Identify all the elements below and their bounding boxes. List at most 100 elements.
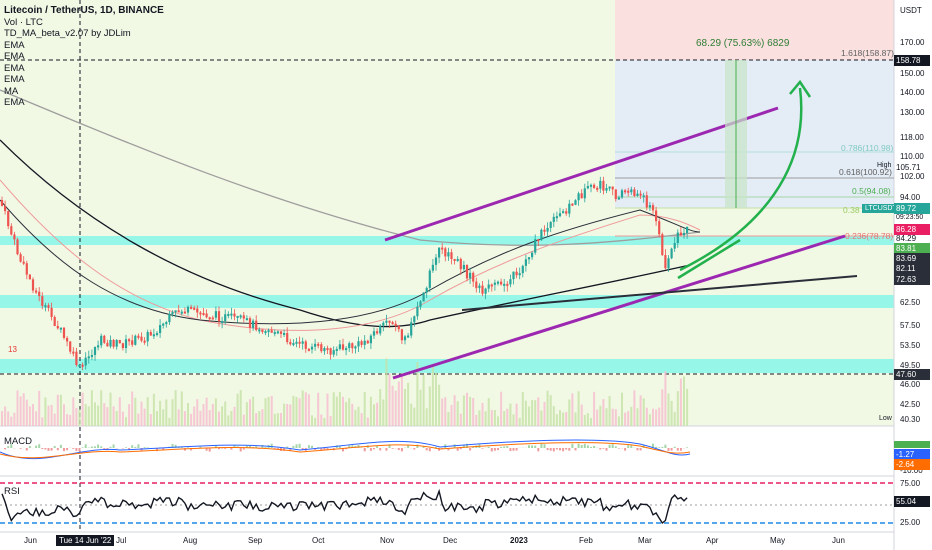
axis-tick: 40.30 bbox=[900, 415, 921, 424]
candle-body bbox=[66, 337, 69, 342]
volume-bar bbox=[518, 417, 521, 426]
macd-hist-bar bbox=[438, 448, 441, 451]
macd-hist-bar bbox=[655, 446, 658, 448]
volume-bar bbox=[400, 373, 403, 426]
candle-body bbox=[360, 341, 363, 345]
channel-lower-line[interactable] bbox=[392, 234, 846, 380]
macd-hist-bar bbox=[580, 445, 583, 448]
volume-bar bbox=[531, 400, 534, 426]
volume-bar bbox=[580, 404, 583, 426]
legend-line[interactable]: TD_MA_beta_v2.07 by JDLim bbox=[4, 28, 131, 39]
candle-body bbox=[403, 336, 407, 341]
legend-line[interactable]: EMA bbox=[4, 62, 25, 74]
macd-hist-bar bbox=[661, 446, 664, 448]
legend-line[interactable]: EMA bbox=[4, 97, 25, 108]
candle-body bbox=[149, 332, 152, 336]
volume-bar bbox=[174, 390, 177, 426]
macd-hist-bar bbox=[156, 448, 158, 452]
volume-bar bbox=[106, 407, 109, 426]
symbol-title[interactable]: Litecoin / TetherUS, 1D, BINANCE bbox=[4, 5, 164, 16]
candle-body bbox=[168, 313, 171, 323]
trend-line-grey[interactable] bbox=[461, 275, 858, 311]
volume-bar bbox=[202, 404, 205, 426]
candle-body bbox=[673, 243, 676, 249]
macd-hist-bar bbox=[462, 445, 465, 448]
candle-body bbox=[369, 335, 372, 344]
rsi-tag: 55.04 bbox=[894, 496, 930, 507]
volume-bar bbox=[69, 414, 72, 426]
candle-body bbox=[636, 193, 639, 196]
volume-bar bbox=[187, 403, 189, 426]
candle-body bbox=[13, 234, 16, 240]
volume-bar bbox=[165, 399, 168, 426]
macd-hist-bar bbox=[25, 448, 28, 451]
candle-body bbox=[416, 306, 419, 317]
candle-body bbox=[506, 283, 509, 286]
candle-body bbox=[589, 184, 593, 187]
candle-body bbox=[180, 311, 183, 314]
candle-body bbox=[515, 271, 518, 276]
macd-hist-bar bbox=[162, 448, 165, 450]
macd-hist-bar bbox=[456, 448, 459, 451]
volume-bar bbox=[255, 413, 258, 426]
candle-body bbox=[447, 252, 450, 257]
price-tag: 86.28 bbox=[894, 224, 930, 235]
volume-bar bbox=[311, 415, 313, 426]
volume-bar bbox=[444, 397, 447, 426]
candle-body bbox=[100, 335, 103, 346]
volume-bar bbox=[283, 403, 286, 426]
fib-label: 1.618(158.87) bbox=[841, 48, 894, 58]
volume-bar bbox=[252, 396, 255, 426]
arrow-short-line bbox=[677, 238, 741, 280]
candle-body bbox=[93, 346, 97, 356]
volume-bar bbox=[267, 396, 270, 426]
volume-bar bbox=[559, 410, 561, 426]
volume-bar bbox=[13, 412, 16, 426]
macd-hist-bar bbox=[543, 444, 546, 448]
axis-tick: 53.50 bbox=[900, 341, 921, 350]
volume-bar bbox=[652, 408, 654, 426]
volume-bar bbox=[614, 409, 617, 426]
candle-body bbox=[109, 339, 112, 347]
candle-body bbox=[190, 306, 193, 309]
candle-body bbox=[555, 216, 558, 219]
candle-body bbox=[583, 188, 586, 199]
candle-body bbox=[642, 195, 645, 198]
candle-body bbox=[0, 200, 4, 206]
macd-hist-bar bbox=[497, 448, 499, 451]
legend-line[interactable]: EMA bbox=[4, 39, 25, 51]
legend-line[interactable]: Vol · LTC bbox=[4, 16, 43, 28]
macd-hist-bar bbox=[416, 444, 419, 448]
candle-body bbox=[345, 348, 348, 351]
macd-hist-bar bbox=[4, 448, 7, 450]
channel-upper-line[interactable] bbox=[384, 106, 779, 242]
macd-hist-bar bbox=[639, 448, 642, 451]
volume-bar bbox=[338, 391, 341, 426]
macd-hist-bar bbox=[611, 444, 614, 448]
volume-bar bbox=[280, 413, 282, 426]
macd-hist-bar bbox=[357, 445, 360, 448]
volume-bar bbox=[87, 406, 90, 426]
volume-bar bbox=[131, 391, 134, 426]
volume-bar bbox=[214, 398, 217, 426]
legend-line[interactable]: MA bbox=[4, 85, 19, 97]
volume-bar bbox=[121, 411, 124, 426]
volume-bar bbox=[115, 410, 118, 426]
macd-hist-bar bbox=[586, 445, 589, 448]
candle-body bbox=[106, 342, 109, 347]
legend-line[interactable]: EMA bbox=[4, 51, 25, 62]
candle-body bbox=[391, 322, 394, 325]
macd-hist-bar bbox=[97, 444, 100, 448]
candle-body bbox=[385, 320, 388, 323]
rsi-pane-label[interactable]: RSI bbox=[4, 486, 20, 497]
macd-hist-bar bbox=[47, 448, 50, 451]
candle-body bbox=[599, 180, 602, 189]
macd-hist-bar bbox=[38, 444, 41, 448]
volume-bar bbox=[453, 395, 456, 426]
volume-bar bbox=[515, 403, 518, 426]
macd-pane-label[interactable]: MACD bbox=[4, 436, 32, 447]
legend-line[interactable]: EMA bbox=[4, 74, 25, 85]
candle-body bbox=[193, 307, 196, 310]
candle-body bbox=[335, 348, 338, 351]
